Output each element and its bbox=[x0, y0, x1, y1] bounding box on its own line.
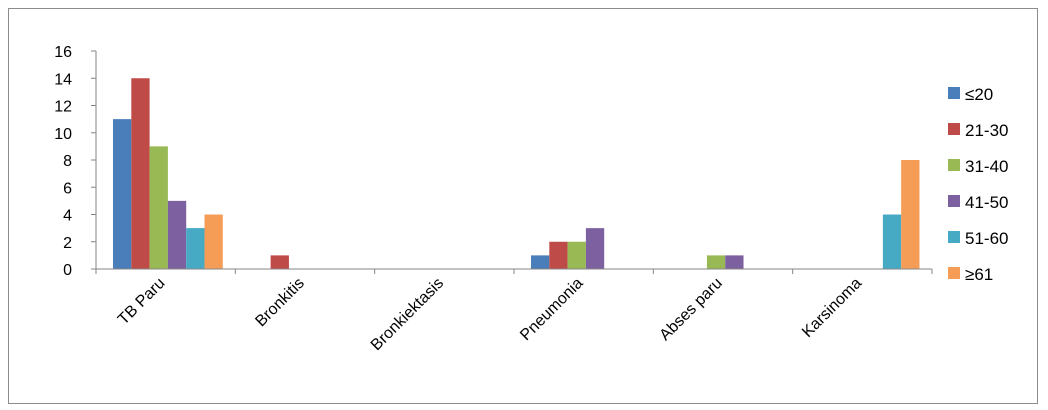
bar bbox=[113, 119, 132, 269]
bar bbox=[167, 200, 187, 269]
y-tick-label: 12 bbox=[54, 99, 72, 116]
legend-swatch bbox=[948, 195, 960, 207]
x-tick-label: Karsinoma bbox=[799, 275, 865, 341]
axes-group bbox=[91, 50, 933, 274]
bar bbox=[531, 255, 550, 269]
x-tick-label: Bronkitis bbox=[252, 275, 307, 330]
legend-label: ≥61 bbox=[965, 265, 993, 284]
bar bbox=[585, 228, 605, 269]
y-tick-label: 8 bbox=[63, 153, 72, 170]
bar bbox=[725, 255, 744, 269]
legend-swatch bbox=[948, 231, 960, 243]
y-tick-label: 6 bbox=[63, 180, 72, 197]
bar bbox=[549, 241, 568, 269]
legend-label: 51-60 bbox=[965, 229, 1008, 248]
x-tick-label: Bronkiektasis bbox=[368, 275, 447, 354]
bar bbox=[882, 214, 902, 269]
bar bbox=[149, 146, 168, 269]
y-tick-label: 2 bbox=[63, 235, 72, 252]
x-tick-labels: TB Paru Bronkitis Bronkiektasis Pneumonia Ab… bbox=[115, 275, 865, 354]
bar bbox=[270, 255, 289, 269]
bars-group bbox=[113, 78, 920, 269]
bar bbox=[567, 241, 586, 269]
bar bbox=[901, 160, 920, 269]
x-tick-label: Pneumonia bbox=[517, 275, 586, 344]
y-tick-label: 4 bbox=[63, 208, 72, 225]
bar bbox=[186, 228, 205, 269]
bar bbox=[706, 255, 726, 269]
y-tick-label: 0 bbox=[63, 262, 72, 279]
legend-swatch bbox=[948, 267, 960, 279]
bar bbox=[131, 78, 150, 269]
y-tick-label: 10 bbox=[54, 126, 72, 143]
legend-label: ≤20 bbox=[965, 85, 993, 104]
x-tick-label: Abses paru bbox=[657, 275, 726, 344]
y-tick-label: 14 bbox=[54, 71, 72, 88]
legend: ≤20 21-30 31-40 41-50 51-60 ≥61 bbox=[948, 85, 1008, 284]
legend-label: 41-50 bbox=[965, 193, 1008, 212]
x-tick-label: TB Paru bbox=[115, 275, 169, 329]
y-tick-label: 16 bbox=[54, 44, 72, 61]
bar bbox=[204, 214, 223, 269]
legend-swatch bbox=[948, 123, 960, 135]
legend-swatch bbox=[948, 87, 960, 99]
y-tick-labels: 0 2 4 6 8 10 12 14 16 bbox=[54, 44, 72, 279]
legend-label: 21-30 bbox=[965, 121, 1008, 140]
legend-label: 31-40 bbox=[965, 157, 1008, 176]
legend-swatch bbox=[948, 159, 960, 171]
